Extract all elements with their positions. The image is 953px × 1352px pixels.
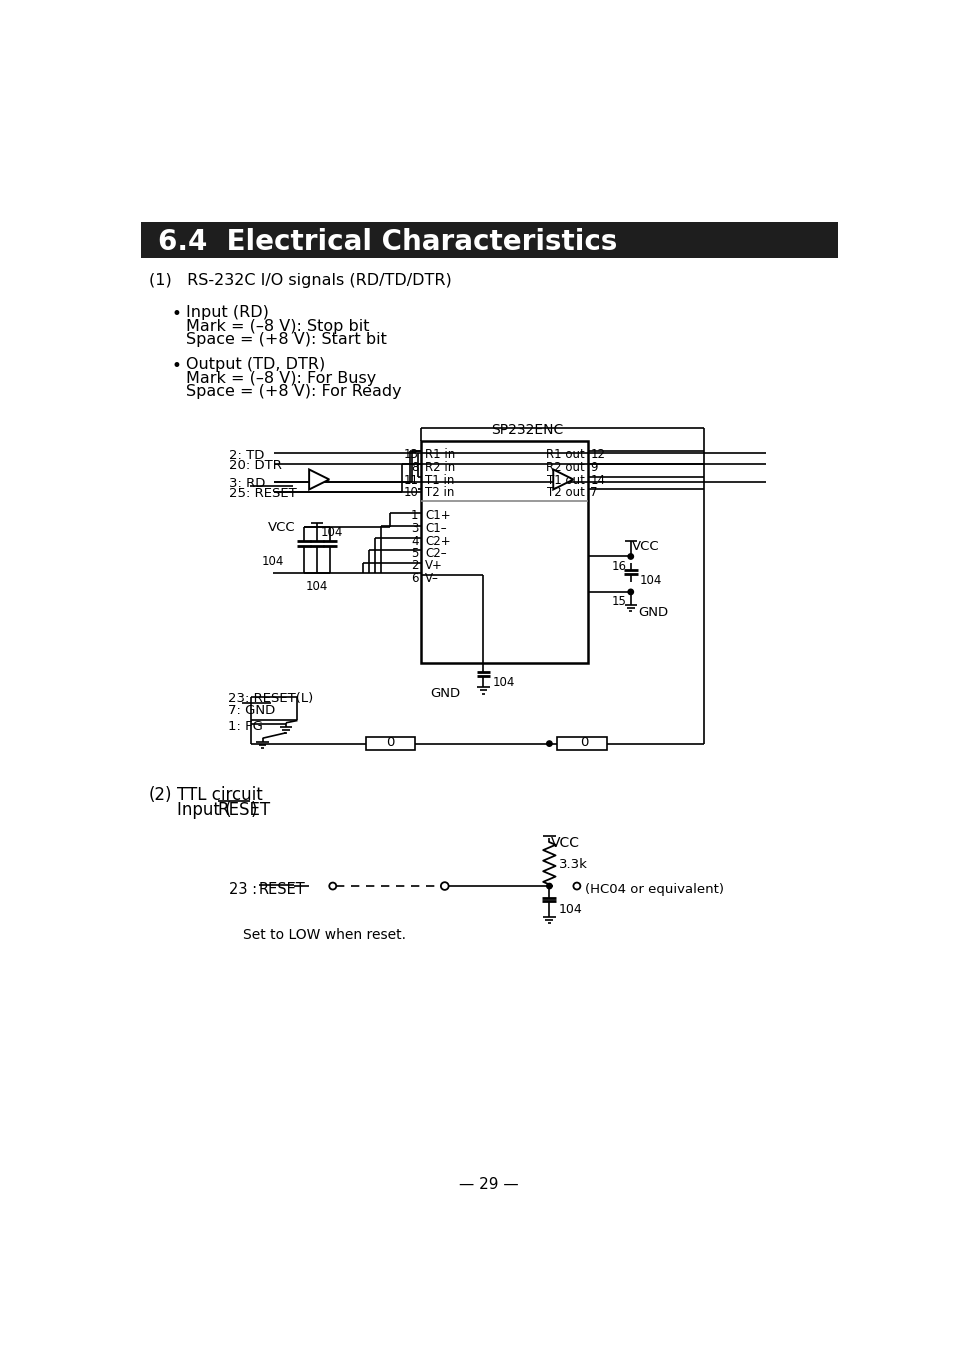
Text: 104: 104	[305, 580, 328, 592]
Text: TTL circuit: TTL circuit	[177, 786, 263, 804]
Text: Mark = (–8 V): Stop bit: Mark = (–8 V): Stop bit	[186, 319, 369, 334]
Circle shape	[546, 883, 552, 888]
Text: Output (TD, DTR): Output (TD, DTR)	[186, 357, 325, 372]
Text: SP232ENC: SP232ENC	[491, 423, 563, 437]
Text: Input (: Input (	[177, 802, 232, 819]
Text: 7: GND: 7: GND	[228, 703, 274, 717]
Text: GND: GND	[638, 606, 668, 619]
Text: 6: 6	[411, 572, 418, 584]
Text: Mark = (–8 V): For Busy: Mark = (–8 V): For Busy	[186, 370, 375, 385]
Text: 1: FG: 1: FG	[228, 721, 262, 734]
Text: 12: 12	[590, 448, 605, 461]
Text: C1+: C1+	[425, 510, 451, 522]
Text: 0: 0	[386, 735, 395, 749]
Text: V–: V–	[425, 572, 438, 584]
Text: 3.3k: 3.3k	[558, 857, 587, 871]
Text: 104: 104	[639, 575, 661, 587]
Text: 10: 10	[403, 487, 418, 499]
Text: 25: RESET: 25: RESET	[229, 487, 296, 500]
Polygon shape	[553, 469, 573, 489]
Text: Set to LOW when reset.: Set to LOW when reset.	[243, 929, 406, 942]
Text: •: •	[172, 306, 182, 323]
Bar	[141, 222, 838, 258]
Text: 16: 16	[611, 560, 626, 572]
Text: 7: 7	[590, 487, 598, 499]
Bar	[365, 737, 415, 750]
Text: — 29 —: — 29 —	[458, 1178, 518, 1192]
Text: 104: 104	[262, 554, 284, 568]
Text: V+: V+	[425, 560, 443, 572]
Text: (1)   RS-232C I/O signals (RD/TD/DTR): (1) RS-232C I/O signals (RD/TD/DTR)	[149, 273, 451, 288]
Text: (HC04 or equivalent): (HC04 or equivalent)	[584, 883, 723, 895]
Text: 8: 8	[411, 461, 418, 473]
Text: C2–: C2–	[425, 548, 447, 560]
Text: 104: 104	[320, 526, 343, 538]
Text: T2 out: T2 out	[547, 487, 584, 499]
Circle shape	[546, 741, 552, 746]
Text: VCC: VCC	[632, 539, 659, 553]
Text: T1 in: T1 in	[425, 473, 455, 487]
Text: VCC: VCC	[550, 836, 579, 850]
Text: ): )	[250, 802, 256, 819]
Text: (2): (2)	[149, 786, 172, 804]
Text: C1–: C1–	[425, 522, 447, 535]
Text: T1 out: T1 out	[547, 473, 584, 487]
Text: 13: 13	[403, 448, 418, 461]
Text: 2: 2	[411, 560, 418, 572]
Text: 6.4  Electrical Characteristics: 6.4 Electrical Characteristics	[158, 228, 617, 257]
Text: Space = (+8 V): For Ready: Space = (+8 V): For Ready	[186, 384, 401, 399]
Text: GND: GND	[430, 687, 459, 700]
Text: 104: 104	[558, 903, 582, 917]
Polygon shape	[309, 469, 329, 489]
Circle shape	[627, 554, 633, 560]
Text: 9: 9	[590, 461, 598, 473]
Text: 3: RD: 3: RD	[229, 477, 265, 491]
Bar	[557, 737, 607, 750]
Text: 0: 0	[579, 735, 588, 749]
Text: 15: 15	[612, 595, 626, 608]
Text: R1 out: R1 out	[546, 448, 584, 461]
Text: Input (RD): Input (RD)	[186, 306, 269, 320]
Text: Space = (+8 V): Start bit: Space = (+8 V): Start bit	[186, 333, 386, 347]
Text: RESET: RESET	[217, 802, 271, 819]
Text: 5: 5	[411, 548, 418, 560]
Text: R2 in: R2 in	[425, 461, 456, 473]
Text: 1: 1	[411, 510, 418, 522]
Text: C2+: C2+	[425, 534, 451, 548]
Text: T2 in: T2 in	[425, 487, 455, 499]
Text: RESET: RESET	[258, 882, 305, 896]
Text: VCC: VCC	[267, 521, 294, 534]
Text: 2: TD: 2: TD	[229, 449, 264, 461]
Text: 23: RESET(L): 23: RESET(L)	[228, 692, 313, 704]
Text: 14: 14	[590, 473, 605, 487]
Text: R2 out: R2 out	[546, 461, 584, 473]
Text: 4: 4	[411, 534, 418, 548]
Text: R1 in: R1 in	[425, 448, 456, 461]
Text: 3: 3	[411, 522, 418, 535]
Text: •: •	[172, 357, 182, 375]
Bar	[421, 441, 587, 662]
Text: 23 :: 23 :	[229, 882, 262, 896]
Text: 11: 11	[403, 473, 418, 487]
Text: 104: 104	[493, 676, 515, 688]
Circle shape	[627, 589, 633, 595]
Text: 20: DTR: 20: DTR	[229, 460, 282, 472]
